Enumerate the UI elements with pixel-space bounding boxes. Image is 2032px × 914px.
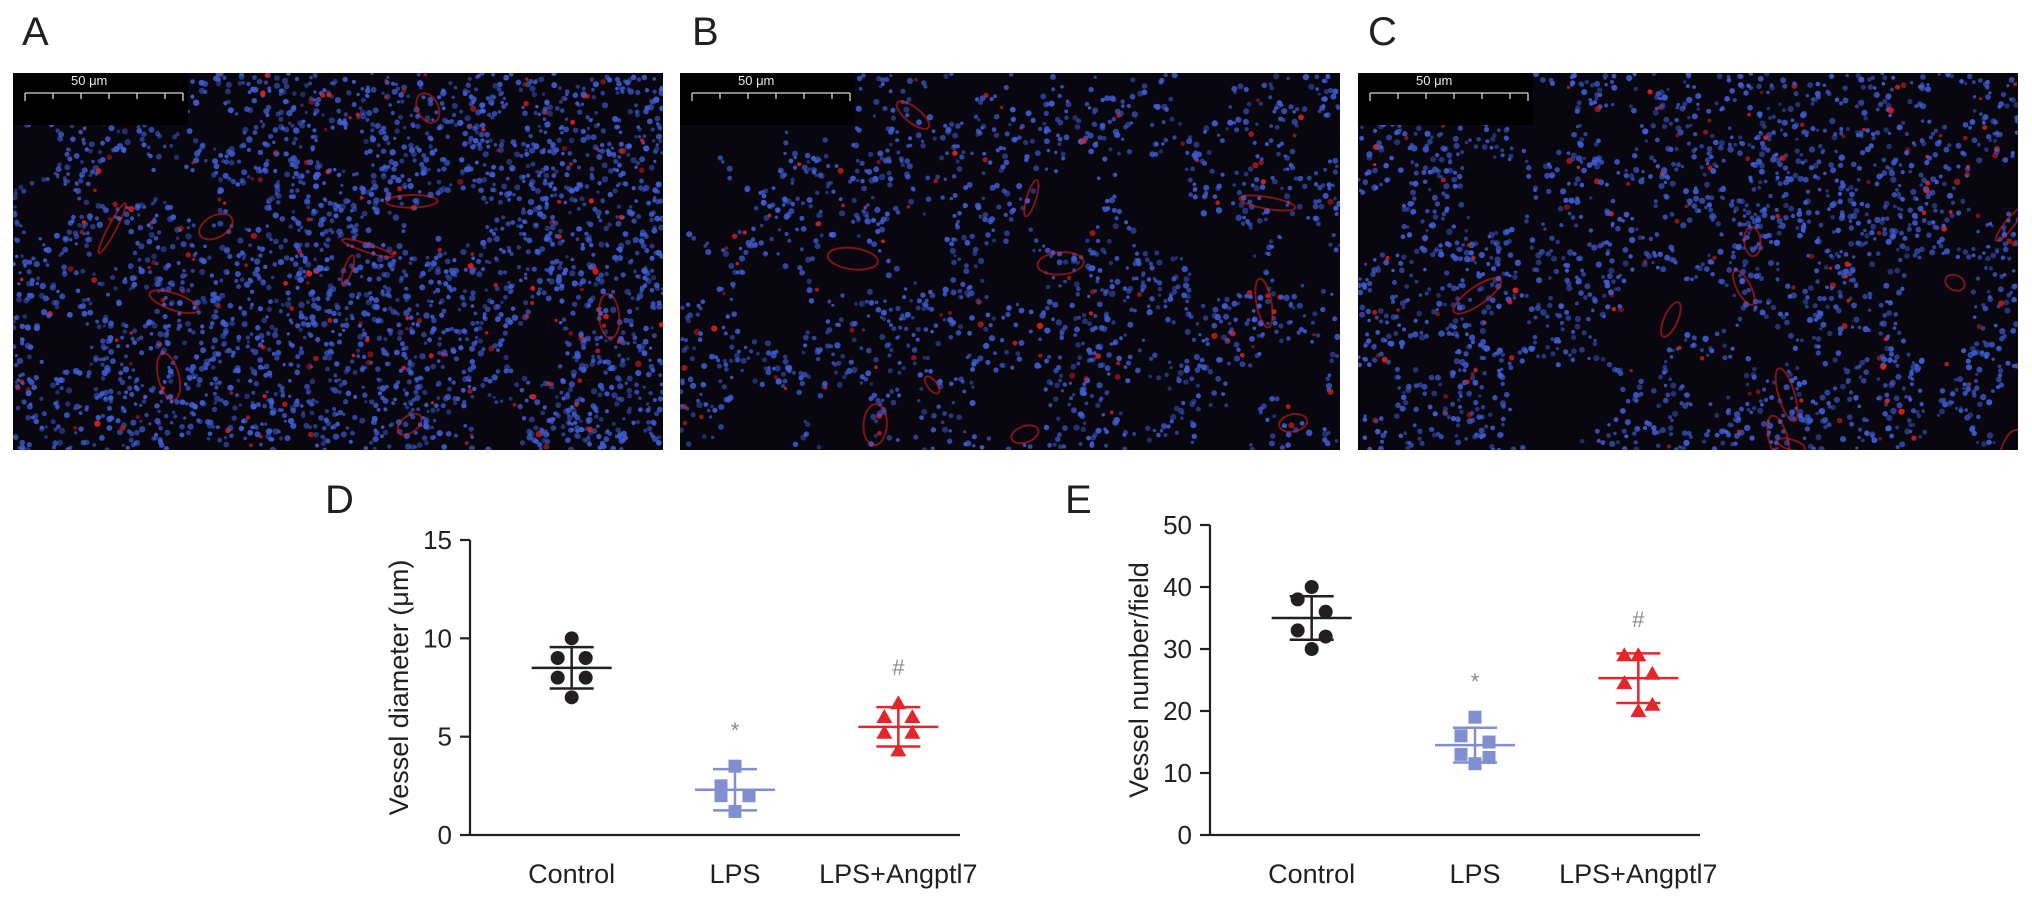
chart-e: 0 10 20 30 40 50 Vessel number/field Control LPS… <box>1120 505 1760 910</box>
data-point <box>876 724 893 739</box>
data-point <box>904 724 921 739</box>
y-axis: 0 5 10 15 <box>423 525 472 850</box>
series-control <box>1271 580 1352 656</box>
scale-bar-label-a: 50 μm <box>71 73 108 88</box>
data-point <box>1482 735 1496 749</box>
scale-bar-label-c: 50 μm <box>1416 73 1453 88</box>
significance-mark: * <box>1471 669 1480 694</box>
data-point <box>890 742 907 757</box>
micrograph-b: 50 μm <box>680 73 1340 450</box>
data-point <box>564 631 579 646</box>
data-point <box>1318 604 1333 619</box>
data-point <box>564 690 579 705</box>
data-point <box>1318 629 1333 644</box>
data-point <box>1290 592 1305 607</box>
panel-label-e: E <box>1065 478 1092 522</box>
tissue-image-b <box>680 73 1340 450</box>
panel-label-d: D <box>325 478 354 522</box>
y-tick-label: 40 <box>1163 572 1192 602</box>
series-lps: * <box>1435 669 1515 771</box>
y-tick-label: 10 <box>423 623 452 653</box>
x-tick-label: Control <box>1268 859 1355 889</box>
tissue-image-a <box>13 73 663 450</box>
data-point <box>714 789 728 803</box>
data-point <box>578 651 593 665</box>
series-control <box>531 631 612 705</box>
x-tick-label: LPS <box>709 859 760 889</box>
data-point <box>1290 623 1305 638</box>
data-point <box>904 709 921 723</box>
data-point <box>876 709 893 723</box>
tissue-image-c <box>1358 73 2018 450</box>
chart-d: 0 5 10 15 Vessel diameter (μm) Control LPS LPS+… <box>380 520 1020 910</box>
data-point <box>1304 642 1319 656</box>
series-lps-angptl7: # <box>1598 607 1679 717</box>
series-lps-angptl7: # <box>858 655 939 757</box>
series-lps: * <box>695 718 775 818</box>
data-point <box>742 789 756 803</box>
y-axis: 0 10 20 30 40 50 <box>1163 510 1212 850</box>
x-tick-label: LPS+Angptl7 <box>1559 859 1717 889</box>
y-axis-label: Vessel diameter (μm) <box>384 560 414 816</box>
x-tick-label: LPS+Angptl7 <box>819 859 977 889</box>
x-tick-label: LPS <box>1449 859 1500 889</box>
data-point <box>1630 703 1647 717</box>
data-point <box>550 651 565 665</box>
y-tick-label: 5 <box>438 722 452 752</box>
data-point <box>1454 747 1468 761</box>
y-tick-label: 50 <box>1163 510 1192 540</box>
micrograph-a: 50 μm <box>13 73 663 450</box>
y-axis-label: Vessel number/field <box>1124 562 1154 798</box>
data-point <box>890 695 907 710</box>
scale-bar-b: 50 μm <box>680 73 855 125</box>
scale-bar-a: 50 μm <box>13 73 188 125</box>
y-tick-label: 15 <box>423 525 452 555</box>
significance-mark: # <box>1632 607 1645 632</box>
data-point <box>1468 710 1482 724</box>
panel-label-b: B <box>692 10 719 54</box>
data-point <box>1482 751 1496 764</box>
y-tick-label: 0 <box>438 820 452 850</box>
x-tick-label: Control <box>528 859 615 889</box>
micrograph-c: 50 μm <box>1358 73 2018 450</box>
y-tick-label: 0 <box>1178 820 1192 850</box>
panel-label-c: C <box>1368 10 1397 54</box>
chart-e-svg: 0 10 20 30 40 50 Vessel number/field Control LPS… <box>1124 510 1718 889</box>
data-point <box>1304 580 1319 594</box>
data-point <box>578 670 593 685</box>
significance-mark: * <box>731 718 740 743</box>
data-point <box>1454 729 1468 743</box>
y-tick-label: 20 <box>1163 696 1192 726</box>
data-point <box>1616 675 1633 690</box>
scale-bar-label-b: 50 μm <box>738 73 775 88</box>
chart-d-svg: 0 5 10 15 Vessel diameter (μm) Control LPS LPS+… <box>384 525 978 889</box>
significance-mark: # <box>892 655 905 680</box>
panel-label-a: A <box>22 10 49 54</box>
y-tick-label: 10 <box>1163 758 1192 788</box>
scale-bar-c: 50 μm <box>1358 73 1533 125</box>
y-tick-label: 30 <box>1163 634 1192 664</box>
data-point <box>550 670 565 685</box>
data-point <box>1644 665 1661 680</box>
